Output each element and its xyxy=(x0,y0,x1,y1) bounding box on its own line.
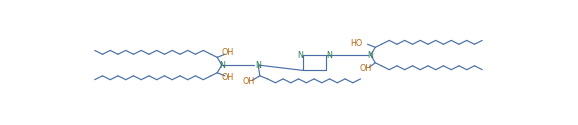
Text: OH: OH xyxy=(360,64,372,73)
Text: N: N xyxy=(219,60,225,70)
Text: OH: OH xyxy=(222,48,234,57)
Text: N: N xyxy=(327,50,332,59)
Text: N: N xyxy=(368,50,373,59)
Text: OH: OH xyxy=(222,73,234,82)
Text: OH: OH xyxy=(243,78,255,86)
Text: N: N xyxy=(255,60,261,70)
Text: N: N xyxy=(297,50,303,59)
Text: HO: HO xyxy=(351,39,363,48)
